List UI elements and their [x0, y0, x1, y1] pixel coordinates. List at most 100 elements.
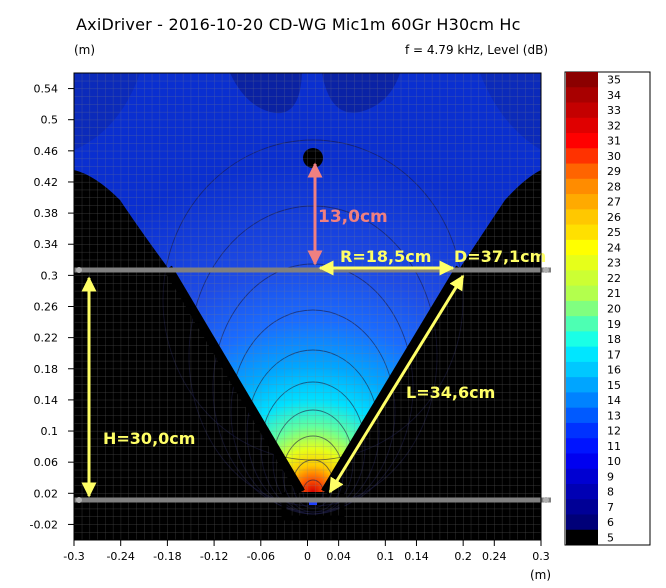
colorbar-swatch — [566, 407, 598, 424]
colorbar-label: 16 — [607, 364, 621, 377]
colorbar-swatch — [566, 163, 598, 180]
colorbar-label: 12 — [607, 425, 621, 438]
y-tick-label: 0.54 — [34, 83, 59, 96]
colorbar-label: 32 — [607, 119, 621, 132]
colorbar-swatch — [566, 377, 598, 393]
colorbar-label: 31 — [607, 135, 621, 148]
colorbar-swatch — [566, 255, 598, 271]
y-tick-label: 0.46 — [34, 145, 59, 158]
colorbar-swatch — [566, 87, 598, 104]
colorbar: 35 34 33 32 31 30 29 28 27 26 25 24 23 22 21 20 19 18 17 16… — [564, 71, 651, 546]
colorbar-swatch — [566, 331, 598, 348]
colorbar-swatch — [566, 529, 598, 546]
y-tick-label: 0.14 — [34, 394, 59, 407]
x-tick-label: 0 — [304, 550, 311, 563]
y-tick-label: 0.38 — [34, 207, 59, 220]
colorbar-label: 6 — [607, 516, 614, 529]
colorbar-swatch — [566, 316, 598, 332]
y-tick-label: 0.5 — [41, 114, 59, 127]
colorbar-swatch — [566, 300, 598, 317]
colorbar-swatch — [566, 468, 598, 485]
y-tick-label: -0.02 — [30, 518, 58, 531]
colorbar-swatch — [566, 346, 598, 363]
colorbar-label: 9 — [607, 470, 614, 483]
x-tick-label: 0.24 — [482, 550, 507, 563]
colorbar-label: 26 — [607, 211, 621, 224]
colorbar-swatch — [566, 499, 598, 515]
y-unit-label: (m) — [74, 43, 96, 57]
y-tick-label: 0.26 — [34, 301, 59, 314]
colorbar-label: 23 — [607, 257, 621, 270]
colorbar-label: 5 — [607, 531, 614, 544]
label-diameter: D=37,1cm — [454, 247, 546, 266]
colorbar-label: 30 — [607, 150, 621, 163]
y-tick-label: 0.06 — [34, 456, 59, 469]
frequency-subtitle: f = 4.79 kHz, Level (dB) — [404, 43, 548, 57]
arrow-length — [328, 274, 465, 494]
colorbar-swatch — [566, 133, 598, 149]
colorbar-label: 7 — [607, 501, 614, 514]
colorbar-label: 25 — [607, 226, 621, 239]
colorbar-swatch — [566, 178, 598, 195]
colorbar-label: 34 — [607, 89, 621, 102]
colorbar-swatch — [566, 239, 598, 256]
x-tick-label: 0.2 — [454, 550, 472, 563]
x-tick-label: -0.12 — [200, 550, 228, 563]
x-tick-label: -0.3 — [63, 550, 84, 563]
y-tick-label: 0.18 — [34, 363, 59, 376]
colorbar-label: 17 — [607, 348, 621, 361]
x-axis-ticks: -0.3 -0.24 -0.18 -0.12 -0.06 0 0.04 0.1 0.14 0.2 0… — [63, 540, 550, 563]
colorbar-label: 13 — [607, 409, 621, 422]
colorbar-swatch — [566, 514, 598, 531]
colorbar-label: 14 — [607, 394, 621, 407]
colorbar-label: 35 — [607, 74, 621, 87]
colorbar-label: 29 — [607, 165, 621, 178]
colorbar-swatch — [566, 422, 598, 439]
colorbar-label: 24 — [607, 241, 621, 254]
x-tick-label: -0.18 — [153, 550, 181, 563]
colorbar-label: 20 — [607, 303, 621, 316]
x-unit-label: (m) — [530, 568, 552, 582]
colorbar-label: 11 — [607, 440, 621, 453]
colorbar-swatch — [566, 392, 598, 409]
colorbar-swatch — [566, 270, 598, 287]
colorbar-label: 27 — [607, 196, 621, 209]
y-tick-label: 0.22 — [34, 332, 59, 345]
colorbar-swatch — [566, 453, 598, 470]
label-13cm: 13,0cm — [318, 207, 388, 227]
label-length: L=34,6cm — [406, 383, 495, 402]
colorbar-swatch — [566, 361, 598, 378]
colorbar-swatch — [566, 438, 598, 454]
x-tick-label: 0.1 — [377, 550, 395, 563]
colorbar-swatch — [566, 209, 598, 226]
colorbar-label: 33 — [607, 104, 621, 117]
x-tick-label: 0.04 — [326, 550, 351, 563]
colorbar-label: 10 — [607, 455, 621, 468]
x-tick-label: 0.3 — [532, 550, 550, 563]
colorbar-swatch — [566, 194, 598, 210]
colorbar-swatch — [566, 148, 598, 165]
plot-grid — [74, 73, 541, 540]
colorbar-swatch — [566, 224, 598, 241]
colorbar-label: 21 — [607, 287, 621, 300]
colorbar-label: 28 — [607, 180, 621, 193]
colorbar-label: 18 — [607, 333, 621, 346]
x-tick-label: 0.14 — [404, 550, 429, 563]
colorbar-label: 19 — [607, 318, 621, 331]
label-radius: R=18,5cm — [340, 247, 431, 266]
colorbar-swatch — [566, 102, 598, 119]
y-tick-label: 0.1 — [41, 425, 59, 438]
chart-title: AxiDriver - 2016-10-20 CD-WG Mic1m 60Gr … — [76, 15, 521, 34]
y-tick-label: 0.34 — [34, 238, 59, 251]
label-height: H=30,0cm — [103, 429, 195, 448]
annotations: 13,0cm R=18,5cm D=37,1cm L=34,6cm H=30,0… — [81, 162, 546, 498]
colorbar-label: 8 — [607, 486, 614, 499]
x-tick-label: -0.06 — [247, 550, 275, 563]
colorbar-swatch — [566, 285, 598, 302]
colorbar-swatch — [566, 483, 598, 500]
x-tick-label: -0.24 — [106, 550, 134, 563]
y-axis-ticks: 0.54 0.5 0.46 0.42 0.38 0.34 0.3 0.26 0.22 0.18 0.… — [30, 83, 74, 531]
colorbar-label: 22 — [607, 272, 621, 285]
colorbar-swatch — [566, 72, 598, 88]
